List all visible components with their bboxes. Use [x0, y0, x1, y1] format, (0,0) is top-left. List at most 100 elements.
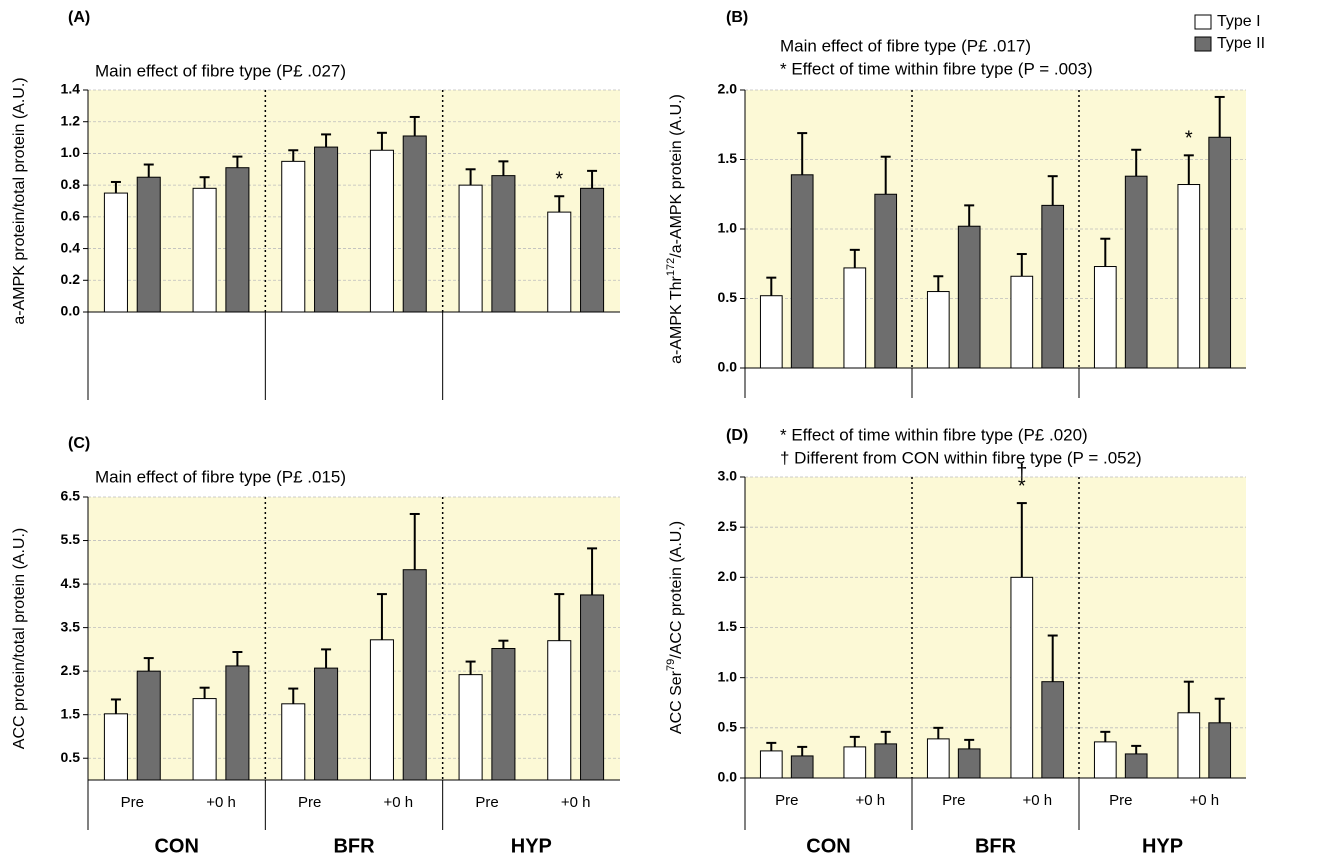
y-tick-label: 3.5 [61, 618, 81, 634]
bar [314, 667, 339, 781]
group-label: HYP [1142, 835, 1183, 857]
bar [1041, 681, 1065, 779]
chart-title: Main effect of fibre type (P£ .015) [95, 467, 346, 486]
plot-background [88, 90, 620, 312]
y-tick-label: 0.0 [718, 359, 738, 375]
bar [843, 746, 867, 779]
bar [1093, 266, 1117, 369]
bar [580, 187, 605, 313]
y-tick-label: 1.0 [61, 144, 81, 160]
bar [192, 187, 217, 313]
y-axis-label-part: a-AMPK Thr [668, 275, 685, 363]
bar [369, 149, 394, 313]
bar [843, 267, 867, 369]
annotation: * [555, 169, 563, 191]
bar [314, 146, 339, 313]
bar [402, 135, 427, 313]
y-axis-label-part: 79 [665, 659, 677, 671]
annotation: * [1018, 475, 1026, 497]
x-tick-label: +0 h [384, 794, 414, 811]
bar [759, 295, 783, 369]
panel-label: (C) [68, 435, 90, 452]
bar [136, 670, 161, 781]
bar [1124, 175, 1148, 369]
bar [281, 160, 306, 313]
bar [874, 743, 898, 779]
panel-label: (D) [726, 427, 748, 444]
bar [790, 174, 814, 369]
x-tick-label: +0 h [855, 792, 885, 809]
bar [1010, 576, 1034, 779]
plot-background [88, 497, 620, 780]
group-label: HYP [511, 835, 552, 857]
bar [547, 211, 572, 313]
y-tick-label: 0.6 [61, 208, 81, 224]
bar [103, 192, 128, 313]
chart-title: Main effect of fibre type (P£ .027) [95, 61, 346, 80]
y-tick-label: 1.0 [718, 220, 738, 236]
bar [103, 713, 128, 781]
y-tick-label: 2.0 [718, 81, 738, 97]
bar [402, 569, 427, 781]
bar [491, 648, 516, 781]
y-tick-label: 2.5 [61, 662, 81, 678]
y-axis-label-part: /ACC protein (A.U.) [668, 521, 685, 659]
bar [1177, 712, 1201, 779]
x-tick-label: +0 h [561, 794, 591, 811]
bar [458, 674, 483, 781]
y-axis-label-part: 172 [665, 258, 677, 276]
y-tick-label: 0.8 [61, 176, 81, 192]
bar [136, 176, 161, 313]
bar [926, 291, 950, 369]
x-tick-label: +0 h [1189, 792, 1219, 809]
y-tick-label: 0.5 [718, 289, 738, 305]
x-tick-label: Pre [475, 794, 498, 811]
x-tick-label: +0 h [206, 794, 236, 811]
y-tick-label: 1.0 [718, 668, 738, 684]
bar [957, 748, 981, 779]
y-tick-label: 6.5 [61, 488, 81, 504]
y-tick-label: 1.5 [718, 150, 738, 166]
y-axis-label: ACC protein/total protein (A.U.) [11, 528, 28, 749]
chart-title: * Effect of time within fibre type (P£ .… [780, 425, 1088, 444]
bar [192, 698, 217, 781]
chart-title: Main effect of fibre type (P£ .017) [780, 36, 1031, 55]
legend-label: Type I [1217, 13, 1261, 30]
y-tick-label: 4.5 [61, 575, 81, 591]
y-axis-label-part: a-AMPK protein/total protein (A.U.) [11, 77, 28, 324]
panel-label: (B) [726, 9, 748, 26]
panel-label: (A) [68, 9, 90, 26]
y-tick-label: 0.5 [61, 749, 81, 765]
bar [1041, 204, 1065, 369]
y-axis-label-part: ACC protein/total protein (A.U.) [11, 528, 28, 749]
group-label: BFR [333, 835, 375, 857]
y-tick-label: 2.0 [718, 568, 738, 584]
legend-swatch [1194, 14, 1212, 30]
bar [759, 750, 783, 779]
bar [225, 167, 250, 313]
x-tick-label: Pre [298, 794, 321, 811]
y-tick-label: 0.0 [718, 769, 738, 785]
bar [1124, 753, 1148, 779]
chart-subtitle: † Different from CON within fibre type (… [780, 448, 1142, 467]
legend-label: Type II [1217, 35, 1265, 52]
y-axis-label: a-AMPK protein/total protein (A.U.) [11, 77, 28, 324]
bar [225, 665, 250, 781]
y-axis-label-part: ACC Ser [668, 670, 685, 734]
y-tick-label: 0.2 [61, 271, 81, 287]
x-tick-label: Pre [121, 794, 144, 811]
bar [790, 755, 814, 779]
bar [1208, 722, 1232, 779]
y-tick-label: 0.0 [61, 303, 81, 319]
group-label: BFR [975, 835, 1017, 857]
bar [281, 703, 306, 781]
bar [547, 640, 572, 781]
y-tick-label: 5.5 [61, 531, 81, 547]
group-label: CON [806, 835, 850, 857]
y-tick-label: 2.5 [718, 518, 738, 534]
bar [491, 175, 516, 313]
annotation: † [1016, 461, 1027, 483]
bar [1177, 184, 1201, 369]
y-tick-label: 1.5 [718, 618, 738, 634]
